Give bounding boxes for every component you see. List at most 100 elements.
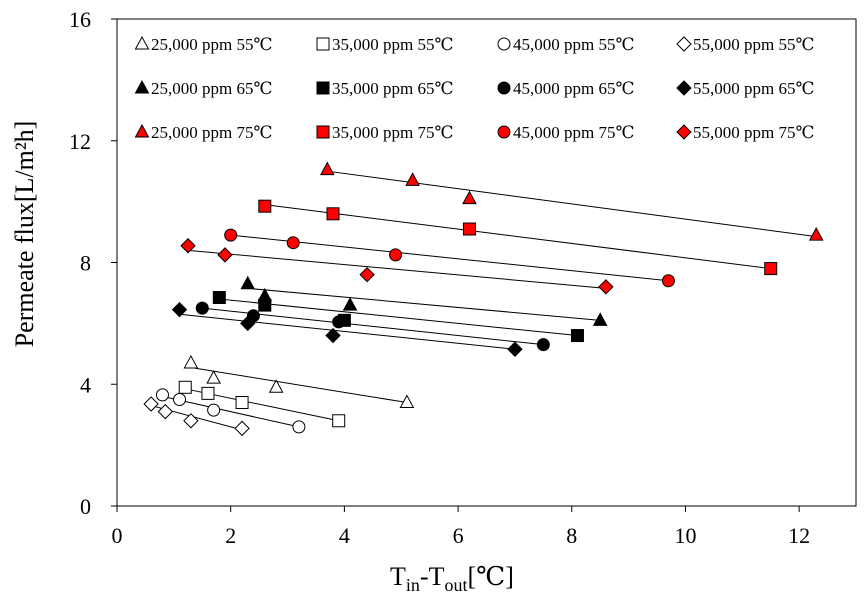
legend-label-series-3: 55,000 ppm 55℃ (693, 35, 815, 54)
y-axis-label: Permeate flux[L/m²h] (10, 121, 39, 348)
legend-marker-series-8 (134, 123, 150, 138)
x-label-sub-in: in (406, 575, 420, 595)
x-tick-label: 10 (674, 523, 696, 548)
data-point-series-2 (155, 388, 169, 402)
x-tick-label: 0 (112, 523, 123, 548)
data-point-series-0 (206, 370, 221, 384)
y-tick-label: 8 (80, 251, 91, 276)
data-point-series-1 (178, 380, 192, 394)
legend-marker-series-1 (316, 37, 330, 51)
data-point-series-10 (286, 236, 300, 250)
legend-label-series-11: 55,000 ppm 75℃ (693, 123, 815, 142)
legend-marker-series-7 (676, 80, 692, 96)
data-point-series-3 (157, 403, 174, 420)
fit-line-series-4 (247, 287, 601, 321)
legend-marker-series-2 (497, 37, 511, 51)
legend-marker-series-11 (676, 124, 692, 140)
data-point-series-3 (143, 396, 159, 412)
data-point-series-8 (462, 190, 477, 205)
data-point-series-11 (598, 279, 614, 295)
data-point-series-9 (462, 222, 476, 236)
legend-label-series-7: 55,000 ppm 65℃ (693, 79, 815, 98)
legend-label-series-1: 35,000 ppm 55℃ (332, 35, 454, 54)
legend-label-series-2: 45,000 ppm 55℃ (513, 35, 635, 54)
x-tick-label: 4 (339, 523, 350, 548)
legend-label-series-6: 45,000 ppm 65℃ (513, 79, 635, 98)
data-points (143, 161, 824, 437)
fit-line-series-0 (190, 367, 407, 404)
data-point-series-0 (268, 379, 284, 393)
data-point-series-4 (342, 297, 358, 311)
legend-marker-series-0 (134, 35, 150, 50)
x-axis-ticks: 0 2 4 6 8 10 12 (112, 506, 810, 548)
data-point-series-8 (319, 161, 335, 176)
legend-marker-series-9 (316, 125, 330, 139)
data-point-series-0 (399, 394, 415, 409)
data-point-series-6 (195, 301, 209, 315)
data-point-series-5 (258, 298, 272, 312)
data-point-series-5 (212, 291, 226, 305)
legend: 25,000 ppm 55℃ 35,000 ppm 55℃ 45,000 ppm 5… (134, 35, 815, 142)
fit-line-series-11 (188, 249, 606, 289)
fit-line-series-5 (219, 298, 578, 337)
data-point-series-10 (224, 228, 238, 242)
x-axis-label: Tin-Tout[℃] (390, 562, 514, 595)
x-label-unit: [℃] (467, 562, 513, 591)
x-tick-label: 6 (453, 523, 464, 548)
data-point-series-9 (258, 199, 272, 213)
data-point-series-8 (808, 227, 824, 241)
fit-line-series-9 (264, 204, 771, 270)
x-label-sub-out: out (444, 575, 467, 595)
data-point-series-11 (217, 247, 233, 263)
legend-label-series-8: 25,000 ppm 75℃ (151, 123, 273, 142)
data-point-series-7 (171, 301, 188, 318)
data-point-series-7 (507, 341, 523, 357)
data-point-series-1 (201, 386, 215, 400)
y-axis-ticks: 0 4 8 12 16 (69, 7, 117, 519)
data-point-series-9 (764, 262, 778, 276)
fit-line-series-7 (179, 313, 515, 350)
data-point-series-4 (592, 312, 608, 326)
y-tick-label: 16 (69, 7, 91, 32)
fit-line-series-8 (327, 170, 817, 238)
x-label-t: T (390, 562, 406, 591)
data-point-series-4 (240, 275, 256, 290)
data-point-series-7 (325, 327, 341, 344)
data-point-series-1 (235, 396, 249, 410)
y-tick-label: 4 (80, 372, 91, 397)
legend-label-series-9: 35,000 ppm 75℃ (332, 123, 454, 142)
legend-marker-series-5 (316, 81, 330, 95)
data-point-series-6 (332, 315, 346, 329)
data-point-series-2 (292, 420, 306, 434)
data-point-series-11 (359, 266, 375, 283)
legend-label-series-5: 35,000 ppm 65℃ (332, 79, 454, 98)
legend-marker-series-10 (497, 125, 511, 139)
data-point-series-5 (570, 329, 584, 343)
fit-lines (150, 170, 817, 431)
x-tick-label: 12 (788, 523, 810, 548)
data-point-series-6 (536, 338, 550, 352)
data-point-series-2 (173, 392, 187, 406)
data-point-series-0 (183, 354, 199, 369)
legend-marker-series-4 (134, 79, 150, 94)
data-point-series-2 (207, 403, 221, 417)
legend-label-series-10: 45,000 ppm 75℃ (513, 123, 635, 142)
x-tick-label: 8 (566, 523, 577, 548)
legend-label-series-4: 25,000 ppm 65℃ (151, 79, 273, 98)
data-point-series-7 (240, 315, 256, 332)
data-point-series-11 (180, 238, 196, 254)
x-tick-label: 2 (225, 523, 236, 548)
data-point-series-1 (332, 414, 346, 428)
x-label-mid: -T (420, 562, 445, 591)
y-tick-label: 12 (69, 129, 91, 154)
legend-label-series-0: 25,000 ppm 55℃ (151, 35, 273, 54)
legend-marker-series-6 (497, 81, 511, 95)
data-point-series-9 (326, 207, 340, 221)
data-point-series-10 (389, 248, 403, 262)
data-point-series-3 (183, 413, 199, 429)
legend-marker-series-3 (676, 36, 692, 52)
data-point-series-3 (234, 420, 250, 437)
y-tick-label: 0 (80, 494, 91, 519)
data-point-series-10 (661, 274, 675, 288)
